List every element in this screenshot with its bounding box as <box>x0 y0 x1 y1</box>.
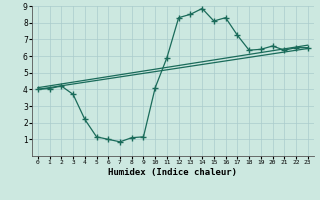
X-axis label: Humidex (Indice chaleur): Humidex (Indice chaleur) <box>108 168 237 177</box>
